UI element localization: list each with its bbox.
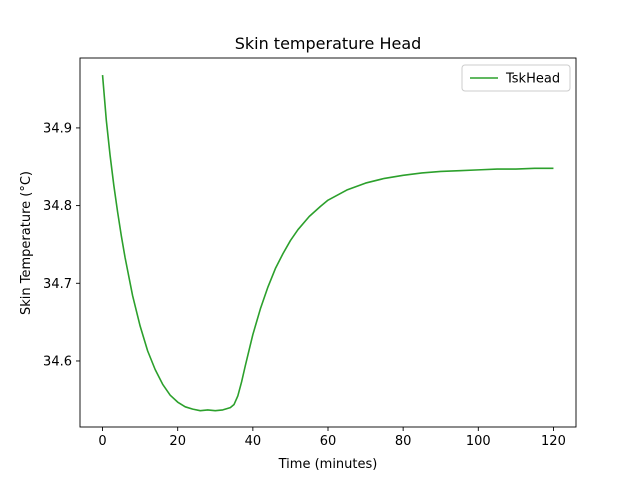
series-line-tskhead <box>101 75 554 412</box>
y-tick-label: 34.8 <box>43 199 72 214</box>
x-tick-label: 0 <box>98 434 106 449</box>
plot-area: 0 20 40 60 80 100 120 34.6 34.7 34.8 34.9 TskHead <box>43 57 577 449</box>
legend-label: TskHead <box>505 72 560 87</box>
x-axis-label: Time (minutes) <box>278 457 378 472</box>
y-tick-label: 34.6 <box>43 354 72 369</box>
x-tick-label: 40 <box>245 434 262 449</box>
y-tick-label: 34.7 <box>43 277 72 292</box>
x-tick-label: 80 <box>395 434 412 449</box>
y-tick-label: 34.9 <box>43 121 72 136</box>
x-tick-label: 60 <box>320 434 337 449</box>
x-tick-label: 100 <box>466 434 491 449</box>
y-axis-label: Skin Temperature (°C) <box>19 171 34 315</box>
legend-box <box>461 64 571 92</box>
chart-title: Skin temperature Head <box>235 34 422 53</box>
x-tick-label: 120 <box>541 434 566 449</box>
x-tick-label: 20 <box>169 434 186 449</box>
